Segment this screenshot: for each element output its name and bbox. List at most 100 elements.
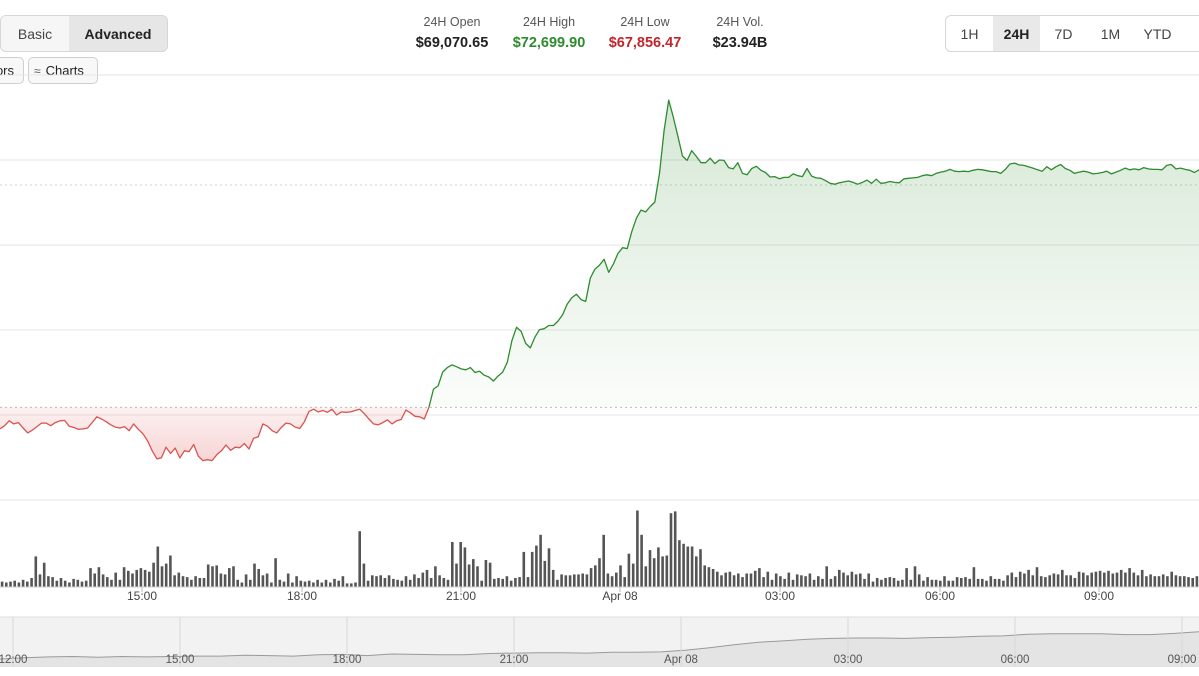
volume-bar <box>101 574 105 587</box>
volume-bar <box>160 566 164 587</box>
volume-bar <box>0 581 4 587</box>
volume-bar <box>286 573 290 587</box>
volume-bar <box>312 582 315 587</box>
x-tick-label: 18:00 <box>287 589 317 603</box>
x-axis-ticks: 15:00 18:00 21:00 Apr 08 03:00 06:00 09:00 <box>127 587 1114 603</box>
volume-bar <box>989 576 993 587</box>
volume-bar <box>766 571 770 587</box>
volume-bar <box>804 576 807 587</box>
volume-bar <box>665 555 669 587</box>
volume-bar <box>678 540 681 587</box>
volume-bar <box>1107 570 1110 587</box>
volume-bar <box>253 563 256 587</box>
stat-24h-low-label: 24H Low <box>620 15 670 29</box>
volume-bar <box>21 579 25 587</box>
volume-bar <box>190 579 193 587</box>
volume-bar <box>350 583 353 587</box>
advanced-mode-button[interactable]: Advanced <box>69 16 167 51</box>
volume-bar <box>800 575 803 587</box>
volume-bar <box>812 579 816 587</box>
volume-bar <box>265 573 269 587</box>
volume-bar <box>358 531 361 587</box>
volume-bar <box>993 578 997 587</box>
volume-bar <box>943 576 946 587</box>
price-line-down <box>0 407 430 462</box>
volume-bar <box>164 563 168 587</box>
volume-bar <box>741 577 744 587</box>
navigator-tick-label: Apr 08 <box>664 654 698 666</box>
volume-bar <box>1145 576 1148 587</box>
volume-bar <box>55 580 59 587</box>
volume-bar <box>661 556 664 587</box>
volume-bar <box>438 575 441 587</box>
volume-bar <box>648 550 652 587</box>
x-tick-label: 09:00 <box>1084 589 1114 603</box>
volume-bar <box>573 574 576 587</box>
volume-bar <box>421 572 425 587</box>
volume-bar <box>1023 573 1026 587</box>
volume-bar <box>307 580 311 587</box>
volume-bar <box>97 567 101 587</box>
volume-bar <box>106 577 109 587</box>
charts-button[interactable]: ≈ Charts <box>28 57 98 84</box>
volume-bar <box>867 573 870 587</box>
indicators-button[interactable]: ors <box>0 57 24 84</box>
volume-bar <box>589 568 593 587</box>
volume-bar <box>556 579 559 587</box>
volume-bar <box>896 580 900 587</box>
range-24h-button[interactable]: 24H <box>993 16 1040 51</box>
volume-bar <box>34 556 38 587</box>
volume-bar <box>690 546 694 587</box>
range-1m-button[interactable]: 1M <box>1100 25 1121 42</box>
navigator[interactable]: 12:00 15:00 18:00 21:00 Apr 08 03:00 06:00 09:0… <box>0 616 1199 667</box>
stat-24h-open-value: $69,070.65 <box>415 35 489 51</box>
volume-bar <box>707 567 711 587</box>
volume-bar <box>981 578 984 587</box>
volume-bar <box>455 563 458 587</box>
volume-bar <box>404 576 408 587</box>
volume-bar <box>745 573 748 587</box>
volume-bar <box>345 583 349 587</box>
volume-bar <box>939 580 942 587</box>
volume-bar <box>84 580 88 587</box>
volume-bar <box>859 573 862 587</box>
volume-bar <box>396 579 399 587</box>
volume-bar <box>472 559 475 587</box>
volume-bar <box>169 555 172 587</box>
volume-bar <box>783 578 786 587</box>
volume-bar <box>1157 576 1161 587</box>
stat-24h-volume-value: $23.94B <box>712 35 768 51</box>
volume-bar <box>1183 576 1186 587</box>
volume-bar <box>299 580 303 587</box>
volume-bar <box>749 573 753 587</box>
volume-bar <box>127 570 130 587</box>
volume-bar <box>737 573 740 587</box>
volume-bar <box>1178 576 1182 587</box>
volume-bar <box>354 582 357 587</box>
volume-bar <box>476 566 479 587</box>
stat-24h-volume-label: 24H Vol. <box>716 15 764 29</box>
volume-bar <box>951 580 955 587</box>
volume-bar <box>392 578 395 587</box>
volume-bar <box>657 547 660 587</box>
volume-bar <box>1161 574 1165 587</box>
volume-bar <box>173 575 176 587</box>
range-ytd-button[interactable]: YTD <box>1143 25 1172 42</box>
volume-bar <box>1065 575 1068 587</box>
volume-bar <box>669 513 673 587</box>
volume-bar <box>223 574 227 587</box>
basic-mode-button[interactable]: Basic <box>1 16 69 51</box>
range-7d-button[interactable]: 7D <box>1054 25 1073 42</box>
volume-bar <box>1191 578 1194 587</box>
volume-bar <box>442 578 446 587</box>
navigator-tick-label: 09:00 <box>1168 654 1197 666</box>
range-1h-button[interactable]: 1H <box>960 25 979 42</box>
volume-bar <box>244 574 248 587</box>
volume-bar <box>417 578 420 587</box>
volume-bar <box>185 577 189 587</box>
volume-bar <box>139 568 143 587</box>
volume-bar <box>623 577 626 587</box>
volume-bar <box>888 577 892 587</box>
chart-lines-icon: ≈ <box>34 63 41 78</box>
